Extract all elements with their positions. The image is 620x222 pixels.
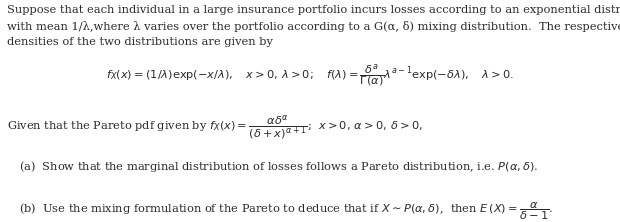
Text: (b)  Use the mixing formulation of the Pareto to deduce that if $X{\sim}P(\alpha: (b) Use the mixing formulation of the Pa… [19, 201, 553, 222]
Text: Given that the Pareto pdf given by $f_X(x) = \dfrac{\alpha\delta^\alpha}{(\delta: Given that the Pareto pdf given by $f_X(… [7, 113, 423, 142]
Text: $f_X(x) = (1/\lambda)\exp(-x/\lambda), \quad x > 0, \, \lambda > 0; \quad f(\lam: $f_X(x) = (1/\lambda)\exp(-x/\lambda), \… [106, 62, 514, 89]
Text: Suppose that each individual in a large insurance portfolio incurs losses accord: Suppose that each individual in a large … [7, 5, 620, 15]
Text: with mean 1/λ,where λ varies over the portfolio according to a G(α, δ) mixing di: with mean 1/λ,where λ varies over the po… [7, 21, 620, 32]
Text: densities of the two distributions are given by: densities of the two distributions are g… [7, 37, 273, 47]
Text: (a)  Show that the marginal distribution of losses follows a Pareto distribution: (a) Show that the marginal distribution … [19, 159, 538, 174]
